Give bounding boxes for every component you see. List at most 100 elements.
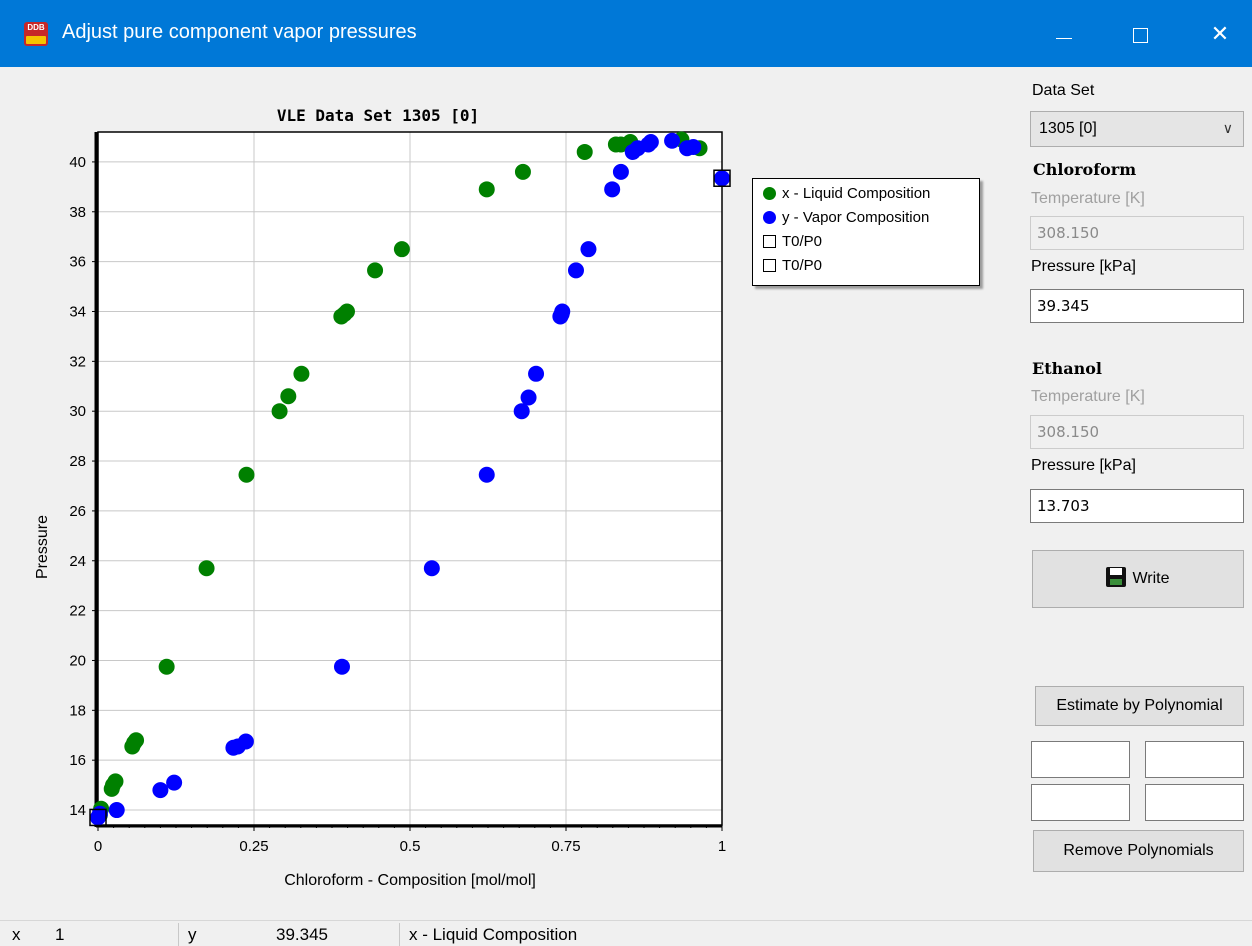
polynomial-field-4[interactable] — [1145, 784, 1244, 821]
status-series-label: x - Liquid Composition — [409, 925, 578, 944]
status-y-value: 39.345 — [276, 925, 328, 944]
vapor-point[interactable] — [423, 560, 440, 577]
y-tick-label: 22 — [69, 603, 86, 620]
component2-temp-field: 308.150 — [1030, 415, 1244, 449]
legend-label: T0/P0 — [782, 233, 823, 250]
floppy-disk-icon — [1106, 567, 1127, 588]
vapor-point[interactable] — [333, 658, 350, 675]
liquid-point[interactable] — [238, 466, 255, 483]
y-tick-label: 32 — [69, 353, 86, 370]
square-icon — [763, 234, 776, 248]
vapor-point[interactable] — [604, 181, 621, 198]
status-bar: x 1 y 39.345 x - Liquid Composition — [0, 920, 1252, 946]
component1-temp-field: 308.150 — [1030, 216, 1244, 250]
polynomial-field-3[interactable] — [1031, 784, 1130, 821]
liquid-point[interactable] — [198, 560, 215, 577]
estimate-polynomial-button[interactable]: Estimate by Polynomial — [1035, 686, 1244, 726]
vapor-point[interactable] — [528, 365, 545, 382]
x-axis-label: Chloroform - Composition [mol/mol] — [284, 872, 536, 889]
component1-pressure-input[interactable]: 39.345 — [1030, 289, 1244, 323]
dataset-label: Data Set — [1032, 82, 1095, 99]
vle-chart[interactable]: 0 0.25 0.5 0.75 1 14 16 18 20 22 24 26 28 30 32 34 36 38 4… — [0, 67, 1010, 897]
t0p0-marker[interactable] — [713, 169, 731, 187]
chart-legend: x - Liquid Composition y - Vapor Composi… — [752, 178, 980, 286]
legend-label: x - Liquid Composition — [782, 185, 931, 202]
vapor-point[interactable] — [237, 733, 254, 750]
polynomial-field-2[interactable] — [1145, 741, 1244, 778]
y-tick-label: 40 — [69, 154, 86, 171]
t0p0-marker[interactable] — [89, 808, 107, 827]
y-axis-label: Pressure — [34, 515, 51, 579]
component1-name: Chloroform — [1033, 160, 1137, 179]
liquid-point[interactable] — [514, 163, 531, 180]
y-tick-label: 24 — [69, 553, 86, 570]
title-bar: DDB Adjust pure component vapor pressure… — [0, 0, 1252, 67]
green-dot-icon — [763, 186, 776, 200]
vapor-point[interactable] — [714, 170, 730, 187]
vapor-point[interactable] — [520, 389, 537, 406]
write-button[interactable]: Write — [1032, 550, 1244, 608]
y-tick-label: 34 — [69, 303, 86, 320]
y-tick-label: 14 — [69, 802, 86, 819]
liquid-point[interactable] — [576, 143, 593, 160]
close-icon[interactable]: ✕ — [1210, 21, 1230, 46]
component2-temp-label: Temperature [K] — [1031, 388, 1145, 405]
legend-item-t0p0-2: T0/P0 — [763, 255, 822, 277]
remove-polynomials-button[interactable]: Remove Polynomials — [1033, 830, 1244, 872]
liquid-point[interactable] — [338, 303, 355, 320]
polynomial-field-1[interactable] — [1031, 741, 1130, 778]
vapor-point[interactable] — [166, 774, 183, 791]
x-tick-label: 1 — [718, 838, 726, 855]
y-tick-label: 16 — [69, 752, 86, 769]
vapor-point[interactable] — [612, 163, 629, 180]
chart-title: VLE Data Set 1305 [0] — [277, 106, 479, 125]
y-tick-label: 30 — [69, 403, 86, 420]
vapor-point[interactable] — [108, 802, 125, 819]
window-title: Adjust pure component vapor pressures — [62, 21, 417, 43]
chevron-down-icon: ∨ — [1222, 120, 1233, 136]
status-x-label: x — [12, 925, 21, 944]
x-tick-label: 0 — [94, 838, 102, 855]
y-tick-label: 36 — [69, 254, 86, 271]
vapor-point[interactable] — [685, 138, 702, 155]
liquid-point[interactable] — [367, 262, 384, 279]
dataset-select[interactable]: 1305 [0] ∨ — [1030, 111, 1244, 147]
liquid-point[interactable] — [107, 773, 124, 790]
ddb-app-icon: DDB — [24, 22, 48, 46]
vapor-point[interactable] — [554, 303, 571, 320]
minimize-icon[interactable] — [1046, 16, 1082, 52]
y-tick-label: 18 — [69, 702, 86, 719]
x-tick-label: 0.25 — [239, 838, 268, 855]
component1-temp-label: Temperature [K] — [1031, 190, 1145, 207]
liquid-point[interactable] — [293, 365, 310, 382]
component2-pressure-input[interactable]: 13.703 — [1030, 489, 1244, 523]
liquid-point[interactable] — [158, 658, 175, 675]
y-tick-label: 20 — [69, 652, 86, 669]
write-button-label: Write — [1132, 570, 1170, 587]
vapor-point[interactable] — [580, 241, 597, 258]
legend-item-t0p0-1: T0/P0 — [763, 231, 822, 253]
liquid-point[interactable] — [393, 241, 410, 258]
blue-dot-icon — [763, 210, 776, 224]
y-tick-label: 28 — [69, 453, 86, 470]
vapor-point[interactable] — [664, 132, 681, 149]
square-icon — [763, 258, 776, 272]
legend-label: T0/P0 — [782, 257, 823, 274]
liquid-point[interactable] — [271, 403, 288, 420]
component2-name: Ethanol — [1032, 359, 1102, 378]
vapor-point[interactable] — [513, 403, 530, 420]
y-tick-label: 26 — [69, 503, 86, 520]
vapor-point[interactable] — [567, 262, 584, 279]
status-x-value: 1 — [55, 925, 65, 944]
component1-pressure-label: Pressure [kPa] — [1031, 258, 1136, 275]
maximize-icon[interactable] — [1122, 16, 1158, 52]
vapor-point[interactable] — [478, 466, 495, 483]
liquid-point[interactable] — [478, 181, 495, 198]
component2-pressure-label: Pressure [kPa] — [1031, 457, 1136, 474]
liquid-point[interactable] — [280, 388, 297, 405]
y-tick-label: 38 — [69, 204, 86, 221]
liquid-point[interactable] — [128, 732, 145, 749]
vapor-point[interactable] — [642, 133, 659, 150]
app-icon-text: DDB — [27, 23, 45, 32]
vapor-point[interactable] — [152, 782, 169, 799]
